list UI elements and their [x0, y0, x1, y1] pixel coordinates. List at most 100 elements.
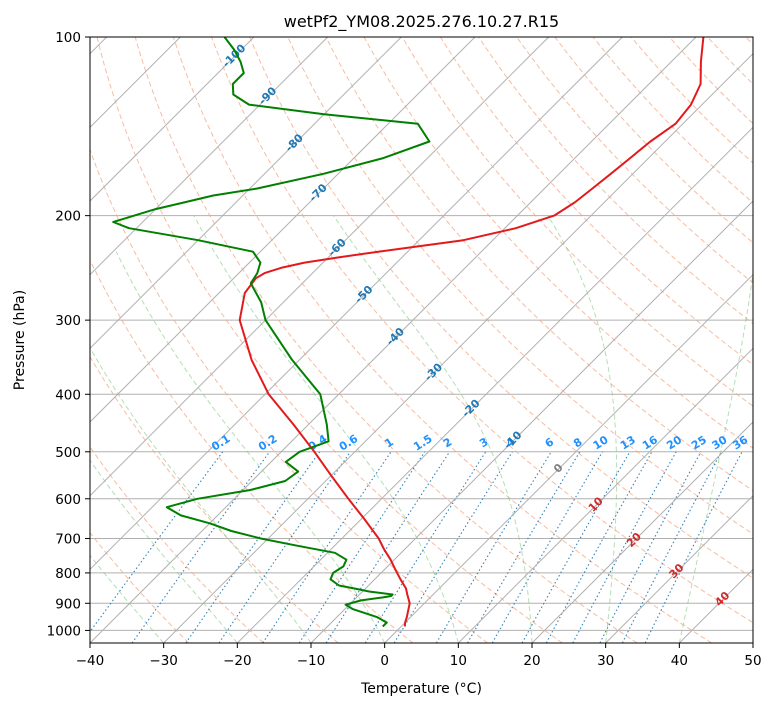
- dewpoint-line: [112, 37, 431, 628]
- y-tick-label: 400: [55, 387, 81, 403]
- mixing-ratio-line: [131, 451, 271, 643]
- isotherm-line: [752, 642, 753, 643]
- isotherm-line: [90, 37, 623, 571]
- mixing-ratio-label: 6: [543, 435, 557, 450]
- mixing-ratio-label: 0.2: [256, 432, 279, 453]
- dry-adiabat-line: [287, 37, 753, 535]
- temperature-line: [238, 37, 705, 627]
- y-tick-label: 200: [55, 209, 81, 225]
- plot-frame: [89, 36, 754, 644]
- x-tick-label: 30: [597, 653, 614, 669]
- x-tick-label: −40: [76, 653, 105, 669]
- mixing-ratio-line: [521, 451, 631, 643]
- y-tick-label: 100: [55, 30, 81, 46]
- isotherm-line: [605, 494, 753, 643]
- mixing-ratio-line: [599, 451, 702, 643]
- dry-adiabat-line: [401, 37, 753, 407]
- isotherm-line: [90, 37, 697, 643]
- mixing-ratio-label: 30: [710, 433, 730, 452]
- isotherm-label: -100: [220, 41, 249, 70]
- dry-adiabat-line: [669, 37, 753, 125]
- y-tick-label: 500: [55, 445, 81, 461]
- dry-adiabat-line: [325, 37, 753, 492]
- isotherm-line: [90, 37, 402, 350]
- mixing-ratio-label: 20: [664, 433, 684, 452]
- isotherm-line: [384, 273, 753, 643]
- mixing-ratio-line: [467, 451, 581, 643]
- moist-adiabat-line: [193, 215, 459, 643]
- isotherm-label: -70: [307, 181, 330, 204]
- dry-adiabat-line: [90, 355, 339, 643]
- dry-adiabat-line: [249, 37, 753, 579]
- y-tick-label: 300: [55, 313, 81, 329]
- isotherm-label: -40: [384, 325, 407, 348]
- dry-adiabat-line: [90, 445, 264, 643]
- isotherm-line: [90, 37, 476, 423]
- isotherm-label: -50: [352, 283, 375, 306]
- moist-adiabat-line: [547, 215, 618, 643]
- mixing-ratio-label: 10: [591, 433, 611, 452]
- mixing-ratio-label: 1: [382, 435, 395, 450]
- y-tick-label: 1000: [47, 623, 81, 639]
- x-tick-label: 40: [671, 653, 688, 669]
- mixing-ratio-line: [185, 451, 321, 643]
- x-tick-label: −10: [297, 653, 326, 669]
- isotherm-label: -20: [459, 397, 482, 420]
- dry-adiabat-line: [554, 37, 753, 244]
- isotherm-line: [678, 568, 753, 643]
- mixing-ratio-line: [393, 451, 513, 643]
- isotherm-line: [90, 37, 255, 202]
- dry-adiabat-line: [172, 37, 712, 643]
- isotherm-line: [531, 421, 753, 643]
- dry-adiabat-line: [516, 37, 753, 284]
- moist-adiabat-line: [115, 251, 386, 643]
- isotherm-line: [90, 37, 329, 276]
- mixing-ratio-label: 25: [689, 433, 709, 452]
- y-tick-label: 600: [55, 492, 81, 508]
- dry-adiabat-line: [707, 37, 753, 85]
- mixing-ratio-label: 16: [640, 433, 660, 452]
- isotherm-line: [457, 347, 753, 643]
- isotherm-label: -90: [256, 84, 279, 107]
- moist-adiabat-line: [90, 554, 165, 643]
- isotherm-label: 10: [586, 494, 606, 514]
- x-tick-label: 0: [380, 653, 389, 669]
- isotherm-label: 20: [624, 530, 644, 550]
- moist-adiabat-line: [90, 346, 312, 643]
- y-axis-label: Pressure (hPa): [12, 290, 28, 390]
- isotherm-label: 40: [712, 589, 732, 609]
- dry-adiabat-line: [439, 37, 753, 366]
- dry-adiabat-line: [96, 37, 563, 643]
- moist-adiabat-line: [90, 459, 238, 643]
- mixing-ratio-line: [621, 451, 722, 643]
- isotherm-label: 0: [551, 461, 566, 476]
- dry-adiabat-line: [592, 37, 753, 204]
- mixing-ratio-line: [491, 451, 603, 643]
- y-tick-label: 900: [55, 596, 81, 612]
- moist-adiabat-line: [333, 215, 533, 643]
- mixing-ratio-line: [572, 451, 677, 643]
- x-tick-label: −30: [149, 653, 178, 669]
- dry-adiabat-line: [745, 37, 753, 46]
- isotherm-label: -80: [283, 131, 306, 154]
- mixing-ratio-line: [325, 451, 451, 643]
- isotherm-line: [310, 200, 753, 643]
- mixing-ratio-line: [364, 451, 487, 643]
- dry-adiabat-line: [134, 37, 638, 643]
- x-tick-label: 10: [450, 653, 467, 669]
- mixing-ratio-label: 13: [618, 433, 638, 452]
- chart-title: wetPf2_YM08.2025.276.10.27.R15: [284, 12, 559, 32]
- x-tick-label: −20: [223, 653, 252, 669]
- dry-adiabat-line: [90, 531, 190, 643]
- x-tick-label: 20: [523, 653, 540, 669]
- dry-adiabat-line: [90, 258, 414, 643]
- mixing-ratio-label: 3: [477, 435, 490, 450]
- dry-adiabat-line: [211, 37, 753, 624]
- moist-adiabat-line: [678, 268, 753, 643]
- dry-adiabat-line: [90, 148, 488, 643]
- y-tick-label: 700: [55, 532, 81, 548]
- mixing-ratio-label: 0.1: [209, 432, 232, 453]
- x-axis-label: Temperature (°C): [360, 681, 482, 697]
- y-tick-label: 800: [55, 566, 81, 582]
